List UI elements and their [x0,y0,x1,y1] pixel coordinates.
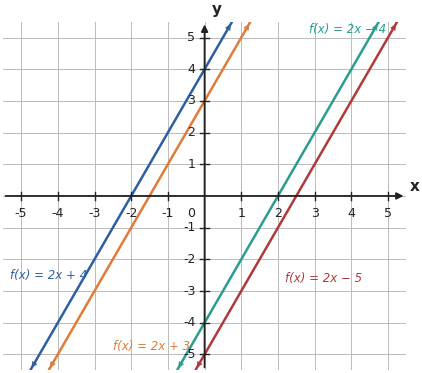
Text: f(x) = 2x − 5: f(x) = 2x − 5 [285,272,362,285]
Text: 5: 5 [384,207,392,220]
Text: -3: -3 [183,285,195,298]
Text: -1: -1 [162,207,174,220]
Text: 2: 2 [187,126,195,139]
Text: -5: -5 [183,348,195,361]
Text: 5: 5 [187,31,195,44]
Text: 3: 3 [187,94,195,107]
Text: 0: 0 [187,207,195,220]
Text: f(x) = 2x + 4: f(x) = 2x + 4 [10,269,87,282]
Text: f(x) = 2x − 4: f(x) = 2x − 4 [309,23,386,36]
Text: -4: -4 [51,207,64,220]
Text: -4: -4 [183,316,195,329]
Text: -5: -5 [15,207,27,220]
Text: -2: -2 [183,253,195,266]
Text: x: x [410,179,420,194]
Text: 3: 3 [311,207,319,220]
Text: 1: 1 [187,158,195,171]
Text: 4: 4 [347,207,355,220]
Text: -2: -2 [125,207,138,220]
Text: 4: 4 [187,63,195,76]
Text: 2: 2 [274,207,282,220]
Text: f(x) = 2x + 3: f(x) = 2x + 3 [113,340,190,353]
Text: y: y [212,2,222,17]
Text: 1: 1 [237,207,245,220]
Text: -3: -3 [88,207,101,220]
Text: -1: -1 [183,221,195,234]
